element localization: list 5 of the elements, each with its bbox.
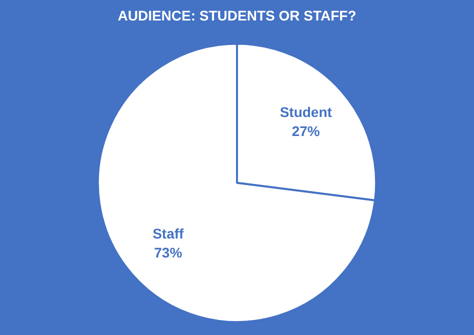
- slice-label: Student: [280, 104, 332, 120]
- chart-title: AUDIENCE: STUDENTS OR STAFF?: [118, 7, 356, 24]
- data-label: 27%: [292, 123, 320, 140]
- slice-label: Staff: [152, 225, 184, 242]
- data-label: 73%: [154, 244, 183, 260]
